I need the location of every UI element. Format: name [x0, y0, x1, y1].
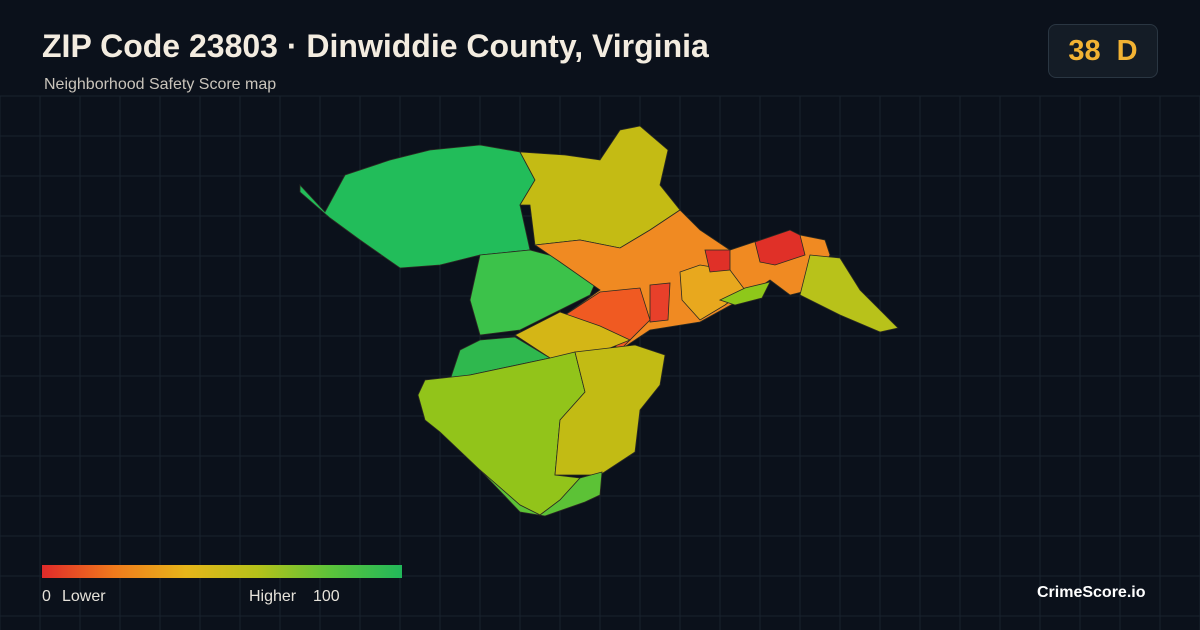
region — [799, 254, 899, 333]
legend-min: 0 — [42, 588, 51, 605]
brand: CrimeScore.io — [1037, 584, 1146, 601]
region — [754, 229, 806, 266]
regions — [299, 125, 899, 517]
region — [649, 282, 671, 323]
region — [299, 144, 536, 269]
legend-bar — [42, 565, 402, 578]
legend-max-label: Higher — [249, 588, 297, 605]
region — [554, 344, 666, 476]
region — [479, 469, 603, 517]
title: ZIP Code 23803 · Dinwiddie County, Virgi… — [42, 28, 709, 64]
region — [718, 281, 771, 306]
legend-max: 100 — [313, 588, 340, 605]
legend-min-label: Lower — [62, 588, 106, 605]
region — [469, 249, 601, 336]
subtitle: Neighborhood Safety Score map — [44, 76, 277, 93]
score-value: 38 — [1068, 34, 1101, 67]
score-badge: 38 D — [1048, 24, 1158, 78]
region — [704, 249, 731, 273]
score-grade: D — [1116, 34, 1138, 67]
